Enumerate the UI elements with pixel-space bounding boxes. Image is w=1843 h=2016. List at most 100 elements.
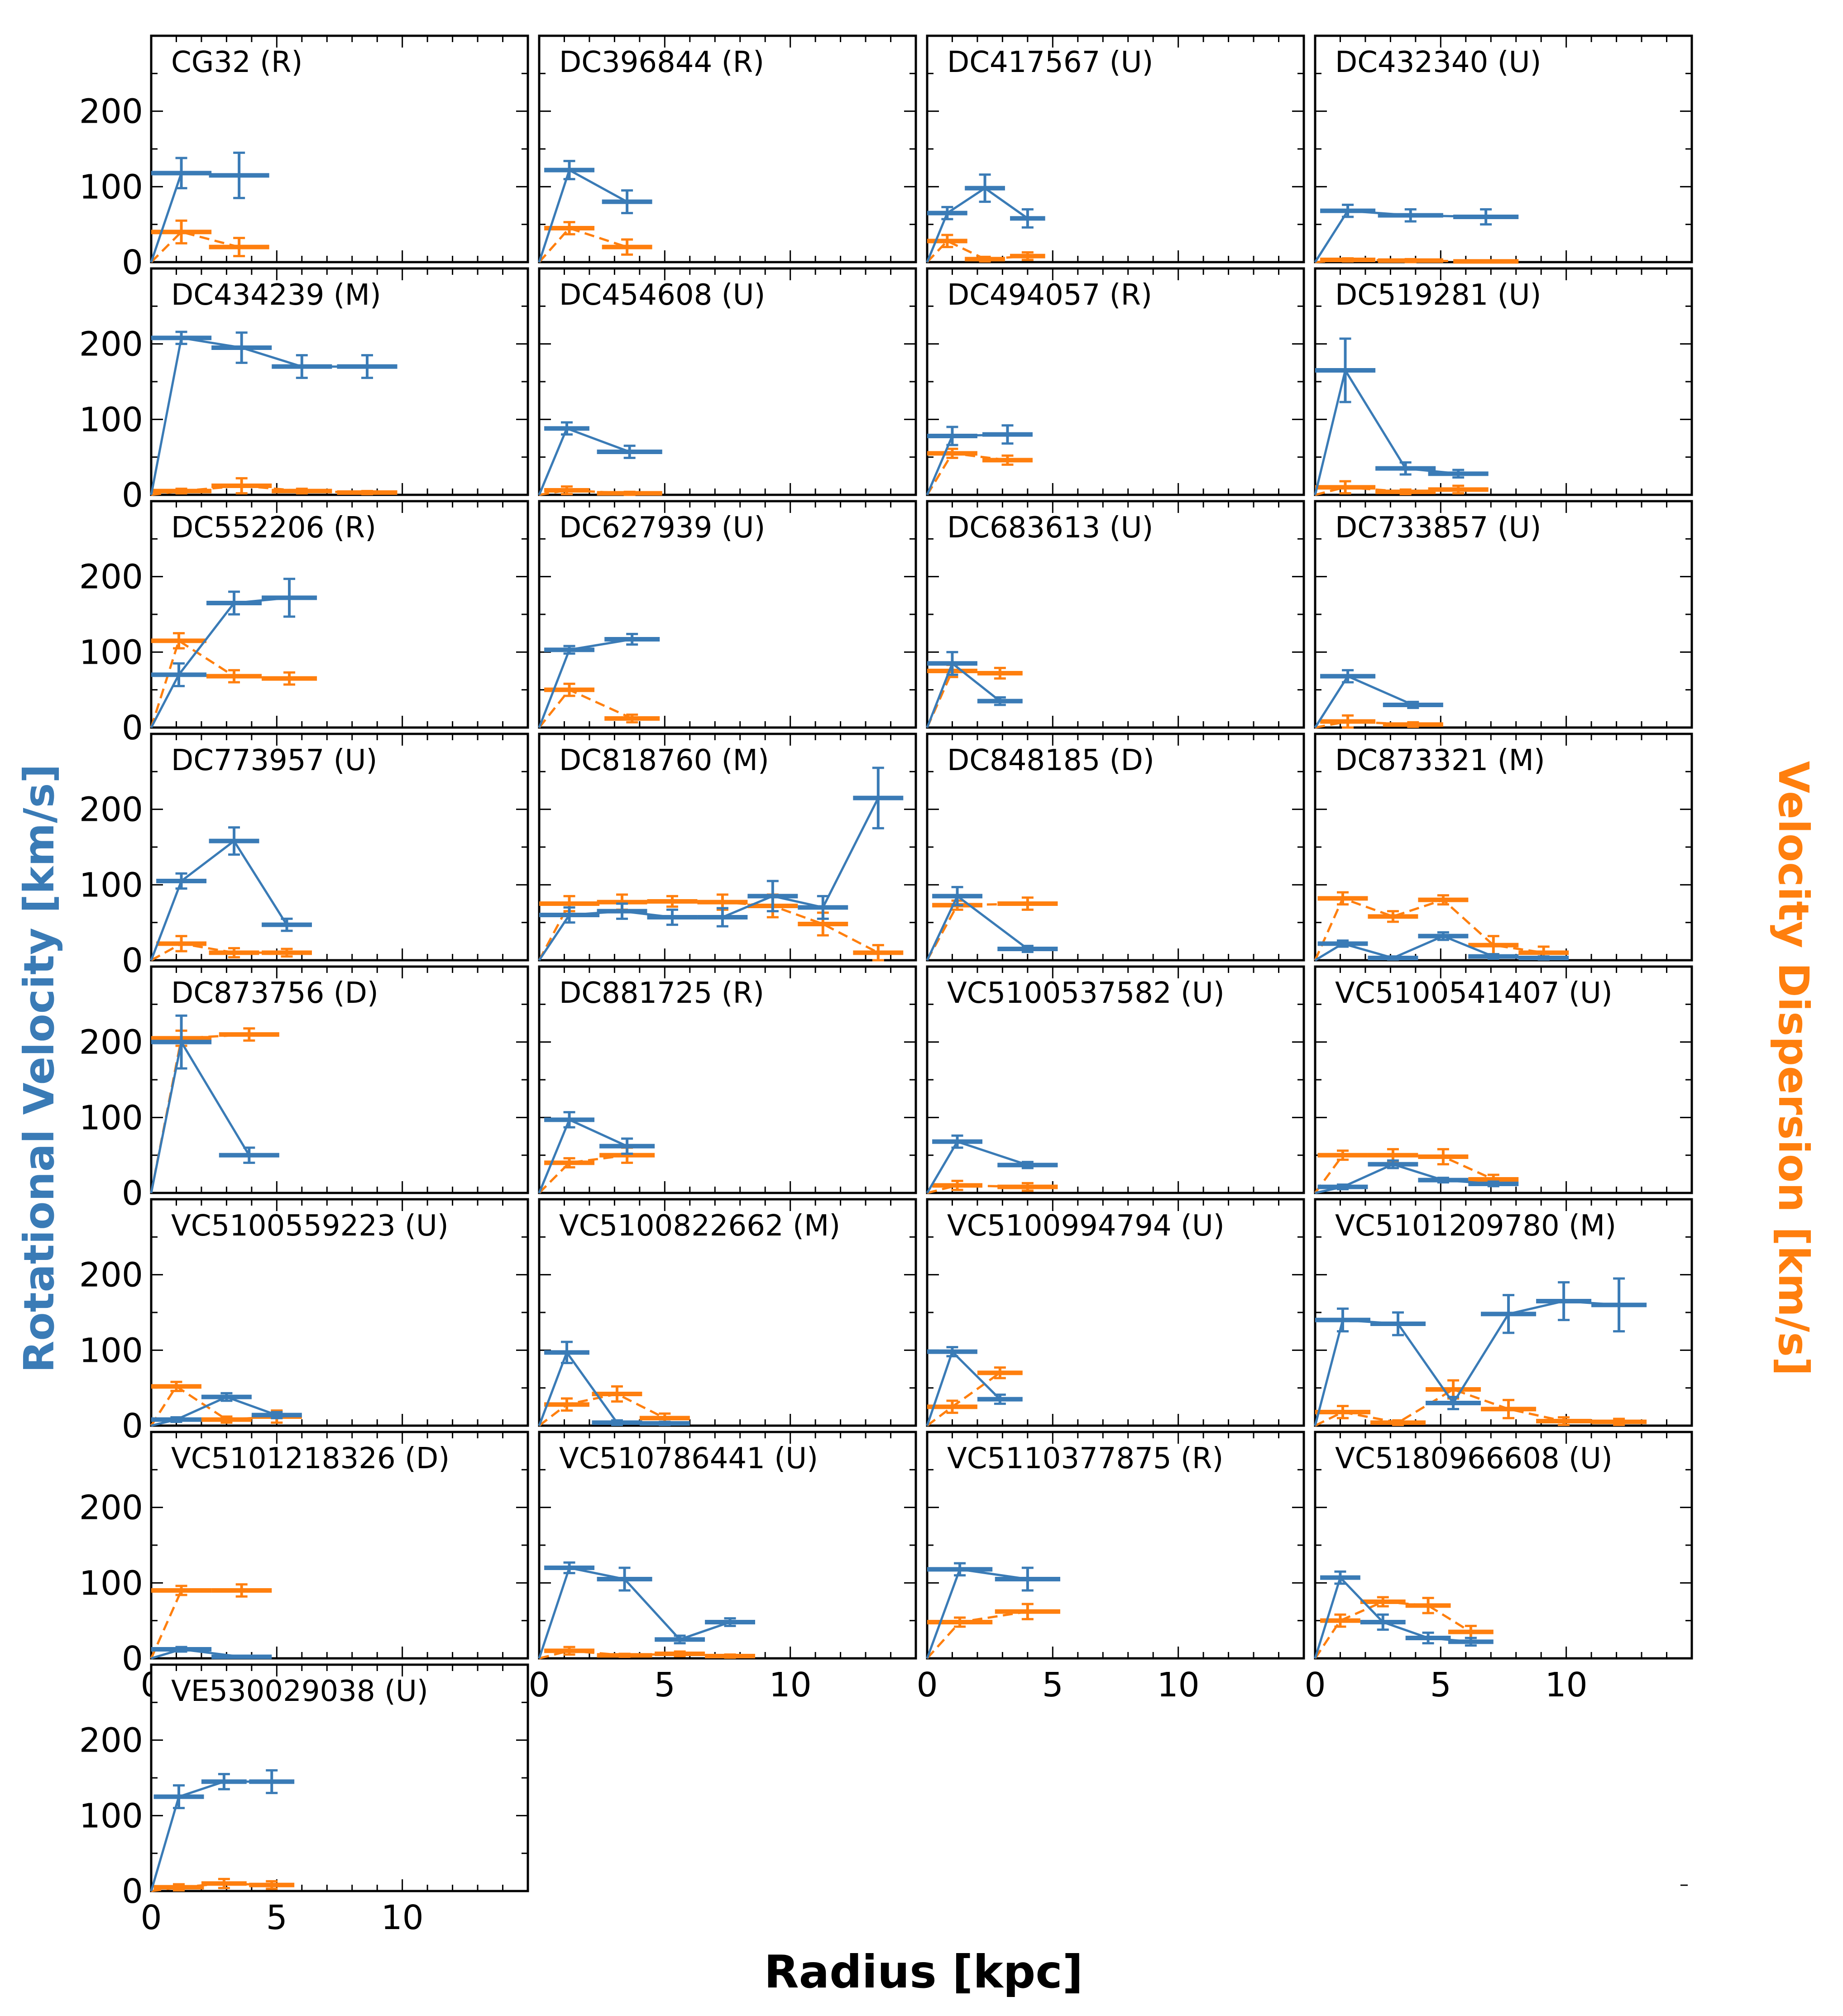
dispersion-point: [1453, 259, 1519, 264]
dispersion-point: [602, 238, 652, 256]
dispersion-series: [539, 1646, 756, 1660]
dispersion-series: [150, 632, 317, 728]
rotation-point: [604, 632, 660, 646]
rotation-point: [1536, 1281, 1592, 1322]
panel-title: DC773957 (U): [171, 744, 377, 777]
rotation-series: [1314, 337, 1489, 495]
rotation-point: [1010, 208, 1045, 229]
dispersion-point: [597, 1652, 652, 1658]
dispersion-series: [538, 221, 652, 263]
dispersion-point: [604, 714, 660, 723]
rotation-point: [1375, 461, 1436, 476]
rotation-point: [977, 696, 1023, 706]
y-tick-label: 0: [122, 1872, 143, 1911]
rotation-point: [932, 886, 983, 906]
dispersion-line: [1314, 1600, 1472, 1659]
dispersion-point: [206, 669, 262, 684]
rotation-series: [1314, 1570, 1494, 1659]
rotation-point: [705, 1617, 756, 1627]
panel-frame: [150, 500, 529, 729]
dispersion-point: [655, 1650, 705, 1657]
dispersion-point: [982, 454, 1033, 466]
dispersion-point: [1010, 251, 1045, 261]
rotation-point: [544, 1111, 595, 1129]
dispersion-point: [927, 1399, 977, 1414]
dispersion-point: [544, 682, 595, 697]
rotation-point: [747, 880, 798, 913]
rotation-point: [1418, 1177, 1469, 1184]
rotation-series: [150, 330, 397, 495]
y-tick-label: 100: [79, 633, 143, 672]
rotation-point: [647, 908, 698, 926]
rotation-point: [206, 590, 262, 616]
panel-title: DC873756 (D): [171, 977, 378, 1010]
rotation-series: [538, 421, 662, 495]
rotation-series: [538, 632, 660, 728]
dispersion-point: [932, 1179, 983, 1191]
dispersion-point: [544, 1646, 595, 1656]
dispersion-point: [1428, 484, 1489, 495]
rotation-point: [209, 151, 269, 199]
rotation-point: [1368, 1159, 1418, 1169]
x-tick-label: 10: [769, 1666, 812, 1705]
dispersion-series: [926, 234, 1045, 263]
panel: 0 5 10 VC5180966608 (U): [1304, 1431, 1693, 1705]
y-tick-label: 0: [122, 476, 143, 515]
rotation-point: [1428, 469, 1489, 479]
dispersion-point: [705, 1653, 756, 1659]
rotation-point: [201, 1773, 247, 1791]
panel-frame: [538, 500, 917, 729]
rotation-series: [538, 1111, 655, 1193]
rotation-point: [977, 1393, 1023, 1405]
panel: DC818760 (M): [538, 733, 917, 962]
panel-frame: [1314, 733, 1693, 962]
dispersion-point: [1315, 480, 1376, 495]
rotation-series: [538, 160, 652, 263]
panel-title: DC396844 (R): [559, 46, 764, 79]
rotation-point: [1426, 1396, 1481, 1410]
x-tick-label: 0: [1304, 1666, 1326, 1705]
x-tick-label: 10: [1157, 1666, 1200, 1705]
y-tick-label: 200: [79, 1023, 143, 1062]
rotation-point: [1320, 203, 1376, 218]
panel-frame: [150, 34, 529, 263]
dispersion-point: [1375, 488, 1436, 495]
rotation-point: [597, 1566, 652, 1592]
dispersion-point: [965, 255, 1005, 263]
rotation-point: [697, 907, 748, 928]
panel-title: DC848185 (D): [947, 744, 1154, 777]
dispersion-series: [1315, 714, 1443, 729]
dispersion-series: [926, 447, 1033, 496]
panel-frame: [538, 34, 917, 263]
rotation-series: [926, 886, 1058, 961]
rotation-point: [597, 445, 662, 459]
panel-title: DC818760 (M): [559, 744, 769, 777]
panel-frame: [926, 500, 1305, 729]
dispersion-series: [1314, 1379, 1647, 1427]
panel: DC881725 (R): [538, 965, 917, 1194]
dispersion-point: [272, 488, 332, 495]
rotation-point: [544, 160, 595, 181]
rotation-point: [251, 1411, 302, 1419]
rotation-point: [1317, 1183, 1368, 1191]
panel: DC627939 (U): [538, 500, 917, 729]
rotation-point: [1315, 337, 1376, 403]
rotation-point: [151, 1014, 212, 1070]
rotation-line: [150, 839, 288, 961]
panel: DC454608 (U): [538, 267, 917, 496]
dispersion-line: [926, 239, 1028, 263]
panel-title: VC5101218326 (D): [171, 1442, 450, 1475]
panel-frame: [926, 965, 1305, 1194]
rotation-series: [151, 1646, 272, 1660]
rotation-point: [1370, 1311, 1426, 1336]
rotation-point: [1418, 931, 1469, 941]
dispersion-point: [1591, 1417, 1647, 1426]
panel: 0 100 200 DC873756 (D): [79, 965, 529, 1213]
rotation-point: [337, 354, 397, 379]
dispersion-point: [977, 666, 1023, 680]
dispersion-point: [1315, 1405, 1371, 1419]
panel: VC5100541407 (U): [1314, 965, 1693, 1194]
panel: DC683613 (U): [926, 500, 1305, 729]
rotation-series: [1314, 203, 1519, 263]
x-axis-title-radius: Radius [kpc]: [764, 1945, 1083, 1998]
